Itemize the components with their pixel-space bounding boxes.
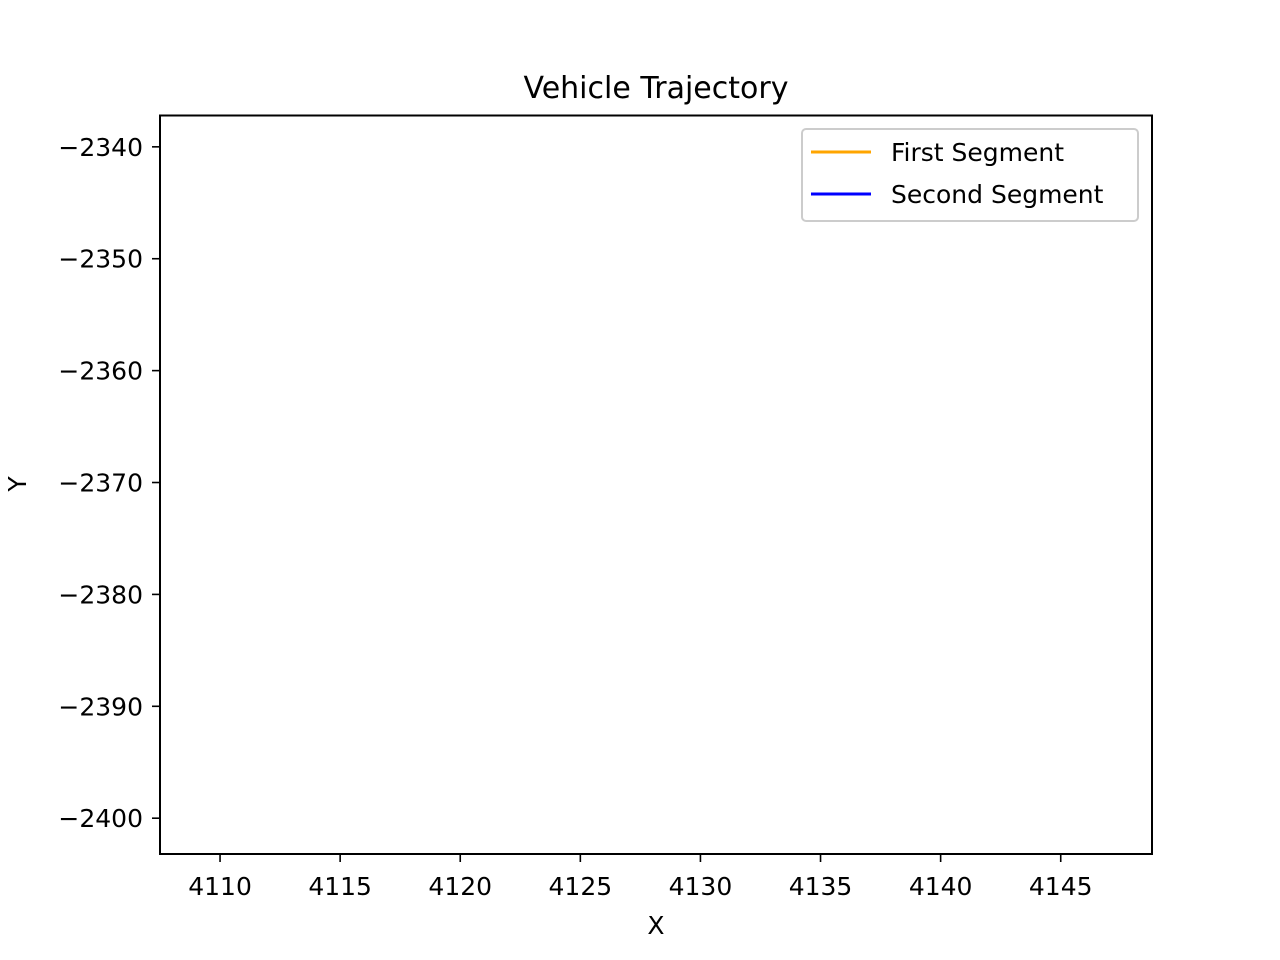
legend-frame [801, 128, 1139, 222]
chart-title: Vehicle Trajectory [524, 71, 789, 106]
y-axis: −2340 −2350 −2360 −2370 −2380 −2390 −2400 [58, 133, 160, 833]
y-tick-label: −2380 [58, 580, 143, 609]
plot-area-frame [159, 114, 1153, 855]
x-tick-label: 4110 [188, 872, 252, 901]
y-tick-label: −2400 [58, 804, 143, 833]
legend: First Segment Second Segment [801, 128, 1139, 222]
x-tick-label: 4140 [909, 872, 973, 901]
legend-label-first-segment: First Segment [891, 138, 1064, 167]
x-tick-label: 4135 [789, 872, 853, 901]
x-axis: 4110 4115 4120 4125 4130 4135 4140 4145 [188, 854, 1093, 901]
y-tick-label: −2350 [58, 245, 143, 274]
x-tick-label: 4115 [308, 872, 372, 901]
y-tick-label: −2360 [58, 357, 143, 386]
x-tick-label: 4120 [428, 872, 492, 901]
legend-label-second-segment: Second Segment [891, 180, 1104, 209]
x-axis-label: X [647, 911, 664, 940]
x-tick-label: 4145 [1029, 872, 1093, 901]
x-tick-label: 4125 [549, 872, 613, 901]
y-tick-label: −2340 [58, 133, 143, 162]
y-axis-label: Y [3, 476, 32, 493]
y-tick-label: −2390 [58, 692, 143, 721]
x-tick-label: 4130 [669, 872, 733, 901]
y-tick-label: −2370 [58, 469, 143, 498]
